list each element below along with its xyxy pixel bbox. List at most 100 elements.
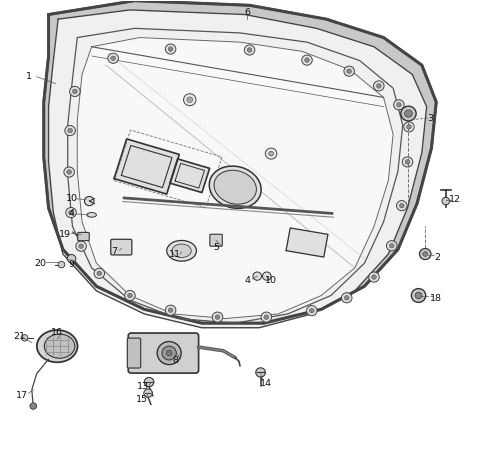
Text: 14: 14 [260,378,272,388]
Circle shape [157,341,181,365]
Circle shape [399,203,404,208]
Circle shape [183,94,196,106]
Circle shape [212,312,223,322]
Circle shape [402,157,413,167]
Circle shape [256,368,265,377]
Circle shape [396,103,401,107]
Circle shape [125,291,135,301]
Circle shape [168,308,173,312]
Text: 8: 8 [172,356,179,365]
Text: 1: 1 [26,72,33,81]
Circle shape [144,377,154,387]
Circle shape [269,152,274,156]
Circle shape [65,126,75,136]
Circle shape [21,334,28,341]
Text: 20: 20 [34,259,46,268]
Text: 7: 7 [112,247,118,256]
Polygon shape [77,37,393,318]
Circle shape [187,97,192,103]
Circle shape [70,86,80,97]
Circle shape [58,261,65,268]
Circle shape [411,289,426,303]
FancyBboxPatch shape [111,239,132,255]
Circle shape [404,122,414,132]
Polygon shape [44,1,436,323]
Text: 17: 17 [16,391,28,401]
Circle shape [72,89,77,94]
Polygon shape [114,139,180,194]
Ellipse shape [44,334,75,358]
Circle shape [344,66,354,76]
Circle shape [64,167,74,177]
Circle shape [369,272,379,282]
Circle shape [162,346,176,360]
Ellipse shape [37,330,77,362]
Text: 6: 6 [244,8,250,17]
Ellipse shape [87,213,96,217]
Circle shape [401,106,416,121]
Circle shape [68,128,72,133]
Circle shape [144,389,153,397]
FancyBboxPatch shape [210,234,222,246]
Circle shape [67,255,76,263]
Circle shape [372,275,376,280]
Circle shape [66,207,76,218]
Circle shape [69,210,73,215]
Circle shape [84,196,94,206]
Text: 11: 11 [169,250,181,260]
Circle shape [108,53,119,63]
Circle shape [341,293,352,303]
Circle shape [344,296,349,300]
Circle shape [376,84,381,88]
Text: 12: 12 [449,195,461,204]
Circle shape [168,47,173,51]
Ellipse shape [167,240,196,261]
Circle shape [310,308,314,313]
Circle shape [165,305,176,315]
Text: 5: 5 [213,243,219,252]
Text: 16: 16 [51,328,63,337]
Text: 4: 4 [69,209,74,219]
Circle shape [394,100,404,110]
Circle shape [423,252,428,256]
Circle shape [166,350,172,356]
Circle shape [79,244,84,249]
Text: 13: 13 [137,382,149,391]
Circle shape [396,201,407,211]
Circle shape [386,241,397,251]
Text: 18: 18 [430,294,442,303]
Ellipse shape [214,170,256,204]
Text: 2: 2 [435,253,441,262]
Text: 10: 10 [66,194,78,203]
Circle shape [263,272,271,280]
Circle shape [97,271,102,276]
Circle shape [247,48,252,52]
Circle shape [215,315,220,319]
Circle shape [30,403,36,409]
Circle shape [305,58,310,62]
Text: 10: 10 [265,276,277,285]
Text: 3: 3 [427,114,433,122]
Circle shape [165,44,176,54]
Ellipse shape [172,244,191,257]
Circle shape [307,306,317,316]
Circle shape [76,241,86,251]
Circle shape [264,315,269,319]
Circle shape [111,56,116,61]
Circle shape [389,243,394,248]
FancyBboxPatch shape [127,338,141,368]
Text: 4: 4 [245,276,251,285]
Circle shape [67,170,72,174]
Circle shape [373,81,384,91]
Circle shape [347,69,351,73]
Polygon shape [44,1,436,323]
Circle shape [253,272,262,280]
Text: 19: 19 [60,230,72,239]
Text: 9: 9 [69,260,74,269]
Circle shape [302,55,312,65]
FancyBboxPatch shape [128,333,199,373]
Circle shape [244,45,255,55]
Circle shape [265,148,277,159]
Polygon shape [286,228,328,257]
Circle shape [407,125,411,129]
